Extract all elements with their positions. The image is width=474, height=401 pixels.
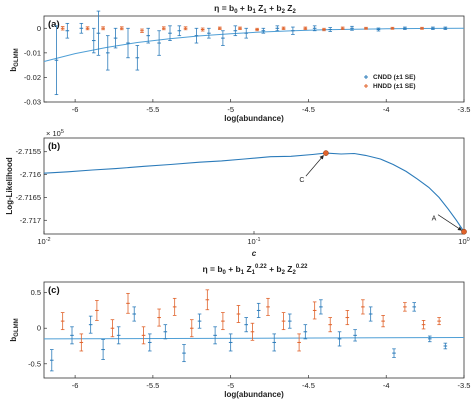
panel-c-xtick-label: -4.5 [302, 381, 315, 390]
panel-a-xtick-label: -4.5 [302, 105, 315, 114]
panel-c-label: (c) [48, 285, 60, 296]
panel-a-fit-curve [43, 27, 465, 62]
panel-b-markers: CA [299, 150, 467, 235]
panel-a-xlabel: log(abundance) [224, 114, 284, 123]
panel-c-title: η = b0 + b1 Z10.22 + b2 Z20.22 [202, 264, 308, 276]
panel-a-ytick-label: -0.03 [24, 98, 41, 107]
panel-b-marker-c [323, 150, 329, 156]
panel-c-ytick-label: 0.5 [31, 288, 41, 297]
panel-c-xtick-label: -5 [227, 381, 234, 390]
panel-b-marker-a [461, 228, 467, 235]
panel-b: × 105 (b) Log-Likelihood c 10-2 10-1 100 -2… [5, 129, 470, 258]
panel-b-ytick-label: -2.7155 [16, 147, 41, 156]
panel-a: η = b0 + b1 Z1 + b2 Z2 (a) bGLMM log(abu… [9, 3, 470, 123]
panel-c-points [49, 289, 448, 372]
panel-b-xtick-label: 100 [458, 237, 469, 246]
panel-b-ticks: 10-2 10-1 100 -2.7155 -2.716 -2.7165 -2.717 [16, 147, 470, 246]
panel-a-title: η = b0 + b1 Z1 + b2 Z2 [214, 3, 296, 15]
panel-c-xtick-label: -5.5 [146, 381, 159, 390]
panel-b-arrow-c [305, 155, 324, 177]
panel-a-ylabel: bGLMM [9, 48, 20, 71]
panel-a-xtick-label: -5.5 [146, 105, 159, 114]
legend-cndd-label: CNDD (±1 SE) [373, 74, 416, 81]
panel-b-likelihood-line [43, 152, 465, 233]
panel-c-ticks: -6 -5.5 -5 -4.5 -4 -3.5 0.5 0 -0.5 [28, 288, 470, 390]
panel-b-ytick-label: -2.717 [20, 216, 41, 225]
panel-b-line [43, 152, 465, 233]
panel-b-xlabel: c [252, 249, 257, 258]
panel-a-fit [43, 27, 465, 62]
panel-b-label: (b) [48, 141, 60, 152]
panel-b-ytick-label: -2.716 [20, 170, 41, 179]
panel-b-marker-label-c: C [299, 177, 304, 184]
panel-c-ytick-label: 0 [37, 324, 41, 333]
panel-c-xtick-label: -4 [383, 381, 390, 390]
panel-c-fit [43, 337, 465, 340]
panel-b-ytick-label: -2.7165 [16, 193, 41, 202]
legend: CNDD (±1 SE) HNDD (±1 SE) [364, 74, 416, 90]
panel-b-marker-label-a: A [432, 216, 437, 223]
panel-c-xlabel: log(abundance) [224, 390, 284, 399]
panel-c-xtick-label: -3.5 [458, 381, 471, 390]
panel-b-ylabel: Log-Likelihood [5, 157, 14, 214]
panel-a-xtick-label: -4 [383, 105, 390, 114]
panel-a-ticks: -6 -5.5 -5 -4.5 -4 -3.5 0 -0.01 -0.02 -0.03 [24, 24, 471, 114]
panel-a-points [54, 10, 448, 96]
panel-a-ytick-label: -0.02 [24, 73, 41, 82]
panel-a-xtick-label: -6 [72, 105, 79, 114]
panel-b-arrow-a [437, 214, 463, 231]
panel-c-ytick-label: -0.5 [28, 359, 41, 368]
panel-a-ytick-label: -0.01 [24, 48, 41, 57]
legend-hndd-label: HNDD (±1 SE) [373, 83, 416, 90]
panel-c-xtick-label: -6 [72, 381, 79, 390]
panel-b-xtick-label: 10-1 [247, 237, 260, 246]
panel-a-ytick-label: 0 [37, 24, 41, 33]
panel-b-xtick-label: 10-2 [37, 237, 50, 246]
panel-c-ylabel: bGLMM [9, 318, 20, 341]
panel-c: η = b0 + b1 Z10.22 + b2 Z20.22 (c) bGLMM… [9, 264, 470, 399]
panel-b-exponent: × 105 [46, 129, 64, 138]
panel-b-axes-box [43, 137, 465, 235]
panel-a-axes-box [43, 15, 465, 103]
panel-c-fit-line [43, 337, 465, 340]
panel-a-xtick-label: -5 [227, 105, 234, 114]
panel-a-xtick-label: -3.5 [458, 105, 471, 114]
panel-c-axes-box [43, 281, 465, 379]
panel-a-label: (a) [48, 19, 60, 30]
